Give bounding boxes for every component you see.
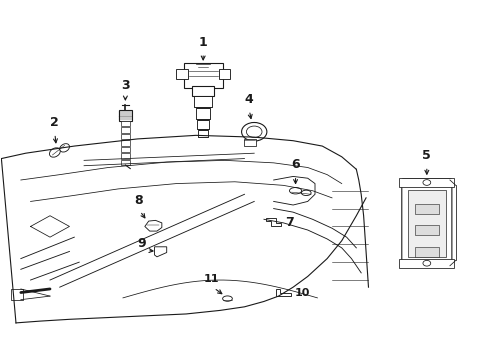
Bar [11,289,23,300]
Circle shape [422,180,430,185]
FancyBboxPatch shape [120,140,130,146]
Polygon shape [276,289,290,296]
Ellipse shape [289,188,301,194]
FancyBboxPatch shape [120,153,130,158]
FancyBboxPatch shape [119,111,131,121]
Text: 6: 6 [291,158,299,171]
FancyBboxPatch shape [198,130,207,137]
FancyBboxPatch shape [120,127,130,133]
FancyBboxPatch shape [194,96,211,107]
FancyBboxPatch shape [414,247,438,257]
FancyBboxPatch shape [120,121,130,126]
FancyBboxPatch shape [197,120,208,129]
FancyBboxPatch shape [120,159,130,165]
Text: 2: 2 [49,116,58,129]
Polygon shape [266,217,281,226]
Ellipse shape [60,144,69,152]
Circle shape [241,122,266,141]
FancyBboxPatch shape [399,259,453,267]
FancyBboxPatch shape [218,69,230,78]
FancyBboxPatch shape [407,190,445,257]
Text: 7: 7 [285,216,293,229]
Text: 11: 11 [204,274,219,284]
Ellipse shape [222,296,232,301]
FancyBboxPatch shape [244,139,255,147]
FancyBboxPatch shape [183,63,222,88]
Text: 9: 9 [137,237,145,249]
Text: 1: 1 [199,36,207,49]
FancyBboxPatch shape [192,86,214,96]
Text: 3: 3 [121,79,129,92]
Polygon shape [154,247,166,257]
FancyBboxPatch shape [414,225,438,235]
Ellipse shape [49,148,60,157]
Text: 8: 8 [134,194,143,207]
Circle shape [246,126,262,138]
Polygon shape [144,220,162,231]
Circle shape [422,260,430,266]
Text: 5: 5 [422,149,430,162]
FancyBboxPatch shape [120,147,130,152]
FancyBboxPatch shape [176,69,187,78]
FancyBboxPatch shape [401,179,451,267]
Text: 4: 4 [244,93,252,106]
FancyBboxPatch shape [196,108,210,118]
FancyBboxPatch shape [399,178,453,187]
FancyBboxPatch shape [414,204,438,214]
Text: 10: 10 [294,288,309,298]
Ellipse shape [301,190,310,195]
FancyBboxPatch shape [120,134,130,139]
